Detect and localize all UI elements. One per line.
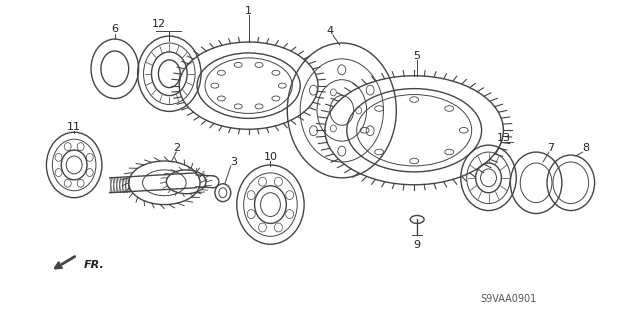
Text: 3: 3 <box>230 157 237 167</box>
Text: 6: 6 <box>111 24 118 34</box>
Text: 2: 2 <box>173 143 180 153</box>
Text: 1: 1 <box>245 6 252 16</box>
Text: 8: 8 <box>582 143 589 153</box>
Text: 11: 11 <box>67 122 81 132</box>
Text: S9VAA0901: S9VAA0901 <box>480 294 536 304</box>
Text: 9: 9 <box>413 240 420 250</box>
Text: 4: 4 <box>326 26 333 36</box>
Text: 5: 5 <box>413 51 420 61</box>
Text: 13: 13 <box>497 133 510 143</box>
Text: FR.: FR. <box>84 260 105 270</box>
Text: 10: 10 <box>264 152 277 162</box>
Text: 12: 12 <box>151 19 166 29</box>
Text: 7: 7 <box>547 143 554 153</box>
